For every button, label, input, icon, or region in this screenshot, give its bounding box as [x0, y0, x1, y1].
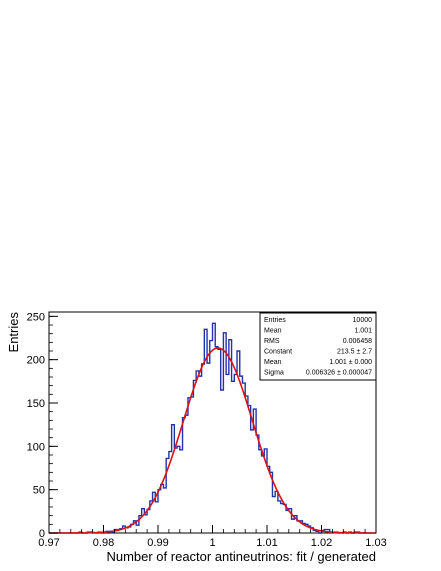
stats-label: Mean	[264, 328, 282, 335]
x-tick-label: 1	[209, 537, 215, 549]
stats-box-border	[259, 312, 377, 381]
stats-label: Sigma	[264, 370, 284, 377]
stats-value: 10000	[353, 317, 373, 324]
stats-label: Entries	[264, 317, 286, 324]
y-tick-label: 0	[39, 528, 45, 540]
stats-label: Mean	[264, 359, 282, 366]
stats-box: Entries 10000 Mean 1.001 RMS 0.006458 Constant…	[259, 312, 377, 381]
y-tick-label: 200	[27, 355, 45, 367]
y-tick-label: 50	[33, 485, 45, 497]
y-tick-label: 150	[27, 398, 45, 410]
x-tick-label: 0.99	[147, 537, 168, 549]
x-axis-title: Number of reactor antineutrinos: fit / g…	[106, 549, 376, 564]
axes: 0.97 0.98 0.99 1 1.01 1.02 1.03 0 50 100 150 200 250	[27, 311, 387, 549]
y-tick-label: 100	[27, 441, 45, 453]
stats-value: 0.006326 ± 0.000047	[306, 370, 372, 377]
stats-label: RMS	[264, 338, 280, 345]
stats-value: 0.006458	[343, 338, 372, 345]
stats-value: 213.5 ± 2.7	[337, 349, 372, 356]
y-tick-label: 250	[27, 311, 45, 323]
x-tick-label: 1.01	[256, 537, 277, 549]
stats-label: Constant	[264, 349, 292, 356]
y-axis-title: Entries	[6, 312, 21, 353]
x-tick-label: 1.03	[365, 537, 386, 549]
stats-value: 1.001	[354, 328, 372, 335]
x-tick-label: 1.02	[311, 537, 332, 549]
stats-value: 1.001 ± 0.000	[329, 359, 372, 366]
x-tick-label: 0.97	[38, 537, 59, 549]
x-tick-label: 0.98	[93, 537, 114, 549]
